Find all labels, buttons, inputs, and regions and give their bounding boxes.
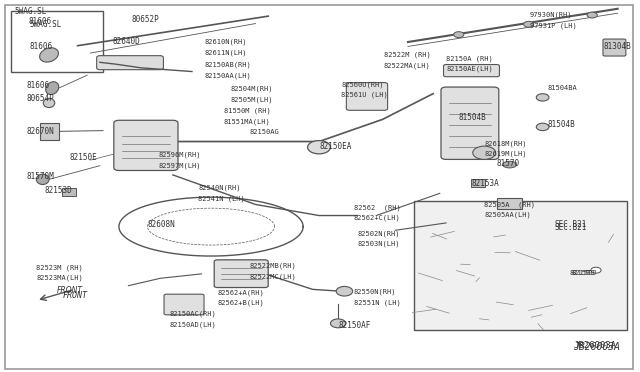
Text: 81504BA: 81504BA — [548, 85, 577, 91]
Text: 82551N (LH): 82551N (LH) — [354, 299, 401, 306]
Text: 82502N(RH): 82502N(RH) — [357, 231, 399, 237]
Circle shape — [524, 21, 534, 27]
Text: 82505M(LH): 82505M(LH) — [230, 96, 273, 103]
Text: 82540N(RH): 82540N(RH) — [198, 185, 241, 191]
Circle shape — [591, 267, 601, 273]
Bar — [414, 201, 627, 330]
Text: 82150AF: 82150AF — [338, 321, 371, 330]
FancyBboxPatch shape — [444, 64, 499, 77]
Text: 82619M(LH): 82619M(LH) — [484, 151, 527, 157]
FancyBboxPatch shape — [441, 87, 499, 160]
FancyBboxPatch shape — [97, 56, 163, 70]
Bar — [11, 11, 103, 71]
FancyBboxPatch shape — [214, 260, 268, 288]
Text: 82150AE(LH): 82150AE(LH) — [446, 66, 493, 72]
Circle shape — [536, 94, 549, 101]
Text: 81304B: 81304B — [604, 42, 632, 51]
Text: 81550M (RH): 81550M (RH) — [224, 107, 271, 114]
Text: 80652P: 80652P — [132, 15, 159, 24]
Text: 81606: 81606 — [30, 42, 53, 51]
Text: 82550N(RH): 82550N(RH) — [354, 289, 396, 295]
Text: 81570: 81570 — [497, 159, 520, 168]
Text: SEC.B21: SEC.B21 — [554, 222, 586, 231]
Text: 82505AA(LH): 82505AA(LH) — [484, 211, 531, 218]
Text: 81570M: 81570M — [27, 171, 54, 181]
Ellipse shape — [502, 161, 516, 168]
Circle shape — [454, 32, 464, 38]
Text: FRONT: FRONT — [57, 286, 83, 295]
Ellipse shape — [40, 48, 58, 62]
Text: 82150J: 82150J — [572, 270, 597, 276]
Circle shape — [336, 286, 353, 296]
FancyBboxPatch shape — [114, 120, 178, 170]
Circle shape — [330, 319, 346, 328]
Text: 82562+A(RH): 82562+A(RH) — [218, 290, 264, 296]
FancyBboxPatch shape — [603, 39, 626, 56]
Text: 82522MB(RH): 82522MB(RH) — [249, 263, 296, 269]
Text: 82523MA(LH): 82523MA(LH) — [36, 274, 83, 280]
Text: 82611N(LH): 82611N(LH) — [205, 50, 247, 57]
Ellipse shape — [44, 98, 55, 108]
Text: 82670N: 82670N — [27, 127, 54, 136]
Text: 82150AG: 82150AG — [249, 129, 279, 135]
Text: 81504B: 81504B — [548, 120, 575, 129]
Text: 82522M (RH): 82522M (RH) — [384, 52, 431, 58]
Text: 81606: 81606 — [28, 16, 51, 26]
Text: 97930N(RH): 97930N(RH) — [530, 12, 572, 18]
Bar — [472, 179, 486, 187]
Circle shape — [587, 12, 597, 18]
Circle shape — [308, 141, 330, 154]
Text: 80654P: 80654P — [27, 94, 54, 103]
Text: JB26003A: JB26003A — [573, 341, 616, 350]
Text: FRONT: FRONT — [63, 291, 88, 300]
Text: 82608N: 82608N — [147, 219, 175, 229]
Text: 81606: 81606 — [27, 81, 50, 90]
Text: 82560U(RH): 82560U(RH) — [341, 81, 384, 88]
Circle shape — [536, 123, 549, 131]
Text: 82150J: 82150J — [570, 270, 595, 276]
Text: 82561U (LH): 82561U (LH) — [341, 91, 388, 98]
Text: 82150AA(LH): 82150AA(LH) — [205, 72, 252, 78]
Text: 82150AD(LH): 82150AD(LH) — [170, 321, 216, 328]
Text: SEC.B21: SEC.B21 — [554, 219, 586, 229]
Bar — [61, 188, 76, 196]
Text: 82150AB(RH): 82150AB(RH) — [205, 61, 252, 67]
Ellipse shape — [45, 82, 59, 94]
Text: 82153A: 82153A — [472, 179, 499, 188]
Text: 5WAG.SL: 5WAG.SL — [14, 7, 47, 16]
Text: 82640D: 82640D — [113, 37, 140, 46]
Text: 82150A (RH): 82150A (RH) — [446, 55, 493, 62]
Text: 81504B: 81504B — [459, 113, 486, 122]
Text: 81551MA(LH): 81551MA(LH) — [224, 118, 271, 125]
Bar — [497, 198, 522, 209]
Text: 82618M(RH): 82618M(RH) — [484, 140, 527, 147]
Text: 82523M (RH): 82523M (RH) — [36, 264, 83, 270]
Ellipse shape — [36, 174, 49, 185]
Text: 82562  (RH): 82562 (RH) — [354, 205, 401, 212]
Text: 82153D: 82153D — [45, 186, 72, 195]
Text: 82150E: 82150E — [70, 153, 98, 162]
Text: 82504M(RH): 82504M(RH) — [230, 85, 273, 92]
Text: 82522MC(LH): 82522MC(LH) — [249, 273, 296, 280]
Text: 82522MA(LH): 82522MA(LH) — [384, 62, 431, 68]
Text: 82562+B(LH): 82562+B(LH) — [218, 300, 264, 307]
Text: 82610N(RH): 82610N(RH) — [205, 39, 247, 45]
Text: 82150AC(RH): 82150AC(RH) — [170, 311, 216, 317]
Text: 82541N (LH): 82541N (LH) — [198, 196, 245, 202]
Text: 82503N(LH): 82503N(LH) — [357, 241, 399, 247]
Text: 97931P (LH): 97931P (LH) — [530, 23, 577, 29]
Text: 82150EA: 82150EA — [319, 142, 351, 151]
Text: 5WAG.SL: 5WAG.SL — [30, 20, 62, 29]
Text: 82505A  (RH): 82505A (RH) — [484, 201, 535, 208]
Text: JB26003A: JB26003A — [573, 342, 620, 352]
FancyBboxPatch shape — [164, 294, 204, 315]
FancyBboxPatch shape — [346, 83, 388, 110]
Text: 82596M(RH): 82596M(RH) — [159, 151, 202, 158]
Text: 82597M(LH): 82597M(LH) — [159, 163, 202, 169]
Circle shape — [473, 146, 495, 160]
Bar — [40, 123, 59, 140]
Text: 82562+C(LH): 82562+C(LH) — [354, 215, 401, 221]
